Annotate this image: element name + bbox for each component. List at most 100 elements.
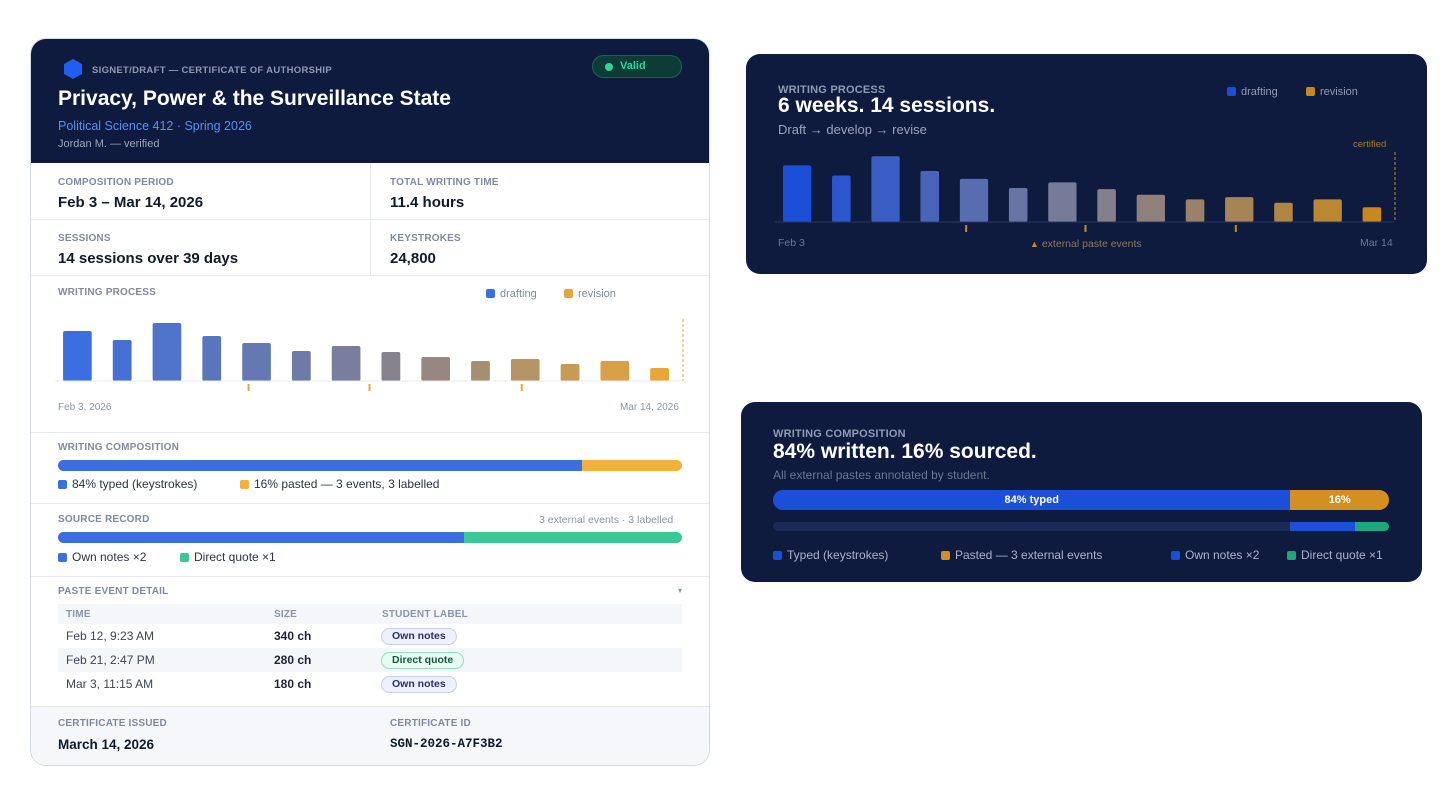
session-bar xyxy=(331,346,361,381)
process-panel-chart xyxy=(775,152,1396,232)
session-bar xyxy=(782,165,812,222)
paste-size: 340 ch xyxy=(274,629,312,643)
panel-own-notes-segment xyxy=(1290,522,1355,531)
column-student-label: STUDENT LABEL xyxy=(382,609,468,620)
certified-marker-label: certified xyxy=(1353,139,1387,150)
paste-events-note-text: external paste events xyxy=(1041,238,1142,250)
column-time: TIME xyxy=(66,609,91,620)
signet-logo-icon xyxy=(64,59,82,79)
session-bar xyxy=(510,359,540,381)
panel-legend-revision: revision xyxy=(1306,86,1358,98)
valid-status-badge[interactable]: Valid xyxy=(592,55,682,78)
certificate-footer: CERTIFICATE ISSUED March 14, 2026 CERTIF… xyxy=(31,706,709,765)
own-notes-key: Own notes ×2 xyxy=(58,550,146,564)
triangle-marker-icon: ▲ xyxy=(1030,239,1039,249)
session-bar xyxy=(421,357,451,381)
table-header-row: TIME SIZE STUDENT LABEL xyxy=(58,604,682,624)
paste-event-marker[interactable] xyxy=(520,384,523,391)
session-bar xyxy=(1274,202,1293,222)
typed-segment xyxy=(58,460,583,471)
panel-direct-quote-key: Direct quote ×1 xyxy=(1287,548,1383,562)
collapse-toggle-icon[interactable]: ▾ xyxy=(678,586,683,595)
panel-direct-quote-segment xyxy=(1354,522,1389,531)
typed-key: 84% typed (keystrokes) xyxy=(58,477,197,491)
total-time-value: 11.4 hours xyxy=(390,194,465,211)
session-bar xyxy=(920,171,940,222)
certificate-id-value[interactable]: SGN-2026-A7F3B2 xyxy=(390,737,503,751)
paste-time: Feb 12, 9:23 AM xyxy=(66,629,155,643)
writing-composition-panel: WRITING COMPOSITION 84% written. 16% sou… xyxy=(741,402,1422,582)
direct-quote-key: Direct quote ×1 xyxy=(180,550,276,564)
legend-revision-text: revision xyxy=(578,288,616,300)
writing-composition-label: WRITING COMPOSITION xyxy=(58,442,180,453)
table-row[interactable]: Feb 21, 2:47 PM 280 ch Direct quote xyxy=(58,648,682,672)
session-bar xyxy=(1136,194,1165,222)
keystrokes-label: KEYSTROKES xyxy=(390,233,461,244)
paste-event-marker[interactable] xyxy=(1084,225,1087,232)
direct-quote-swatch xyxy=(1287,551,1296,560)
panel-pasted-segment: 16% xyxy=(1290,490,1389,510)
own-notes-key-text: Own notes ×2 xyxy=(72,550,147,564)
panel-pasted-key: Pasted — 3 external events xyxy=(941,548,1102,562)
table-row[interactable]: Feb 12, 9:23 AM 340 ch Own notes xyxy=(58,624,682,648)
legend-drafting: drafting xyxy=(486,288,537,300)
chart-end-date: Mar 14, 2026 xyxy=(620,402,679,413)
session-bar xyxy=(1097,189,1116,222)
keystrokes-value: 24,800 xyxy=(390,250,436,267)
composition-panel-label: WRITING COMPOSITION xyxy=(773,428,906,440)
panel-own-notes-key-text: Own notes ×2 xyxy=(1185,548,1260,562)
process-panel-title: 6 weeks. 14 sessions. xyxy=(778,94,996,117)
source-record-meta: 3 external events · 3 labelled xyxy=(539,514,674,526)
paste-event-marker[interactable] xyxy=(1234,225,1237,232)
status-text: Valid xyxy=(620,60,646,72)
paste-time: Feb 21, 2:47 PM xyxy=(66,653,155,667)
panel-legend-revision-text: revision xyxy=(1320,86,1358,98)
session-bar xyxy=(1313,199,1342,222)
paste-event-marker[interactable] xyxy=(965,225,968,232)
paste-event-marker[interactable] xyxy=(368,384,371,391)
paste-events-note: ▲ external paste events xyxy=(1030,238,1142,250)
pasted-swatch xyxy=(941,551,950,560)
session-bar xyxy=(471,361,490,381)
session-bar xyxy=(871,156,900,222)
brand-label: SIGNET/DRAFT — CERTIFICATE OF AUTHORSHIP xyxy=(92,65,332,76)
pasted-swatch xyxy=(240,480,249,489)
panel-own-notes-key: Own notes ×2 xyxy=(1171,548,1259,562)
section-divider xyxy=(31,503,709,504)
paste-detail-label: PASTE EVENT DETAIL xyxy=(58,586,169,597)
panel-legend-drafting: drafting xyxy=(1227,86,1278,98)
chart-start-date: Feb 3, 2026 xyxy=(58,402,112,413)
source-bar xyxy=(58,532,682,543)
session-bar xyxy=(112,340,132,381)
direct-quote-segment xyxy=(463,532,682,543)
session-bar xyxy=(291,351,311,381)
session-bar xyxy=(650,368,670,381)
writing-process-label: WRITING PROCESS xyxy=(58,287,157,298)
sessions-value: 14 sessions over 39 days xyxy=(58,250,239,267)
sessions-label: SESSIONS xyxy=(58,233,111,244)
own-notes-tag: Own notes xyxy=(381,628,457,645)
paste-event-marker[interactable] xyxy=(247,384,250,391)
session-bar xyxy=(1225,197,1254,222)
panel-composition-bar: 84% typed 16% xyxy=(773,490,1389,510)
session-bar xyxy=(1048,182,1077,222)
composition-panel-title: 84% written. 16% sourced. xyxy=(773,440,1037,463)
drafting-swatch xyxy=(486,289,495,298)
session-bar xyxy=(381,352,401,381)
session-bar xyxy=(202,336,222,381)
own-notes-swatch xyxy=(58,553,67,562)
typed-key-text: 84% typed (keystrokes) xyxy=(72,477,198,491)
revision-swatch xyxy=(1306,87,1315,96)
certificate-id-label: CERTIFICATE ID xyxy=(390,718,471,729)
revision-swatch xyxy=(564,289,573,298)
direct-quote-tag: Direct quote xyxy=(381,652,465,669)
stats-row-divider xyxy=(31,219,709,220)
process-panel-label: WRITING PROCESS xyxy=(778,84,886,96)
session-bar xyxy=(560,364,580,381)
own-notes-segment xyxy=(58,532,464,543)
session-bar xyxy=(832,175,851,222)
source-record-label: SOURCE RECORD xyxy=(58,514,150,525)
column-size: SIZE xyxy=(274,609,298,620)
issued-label: CERTIFICATE ISSUED xyxy=(58,718,167,729)
table-row[interactable]: Mar 3, 11:15 AM 180 ch Own notes xyxy=(58,672,682,696)
